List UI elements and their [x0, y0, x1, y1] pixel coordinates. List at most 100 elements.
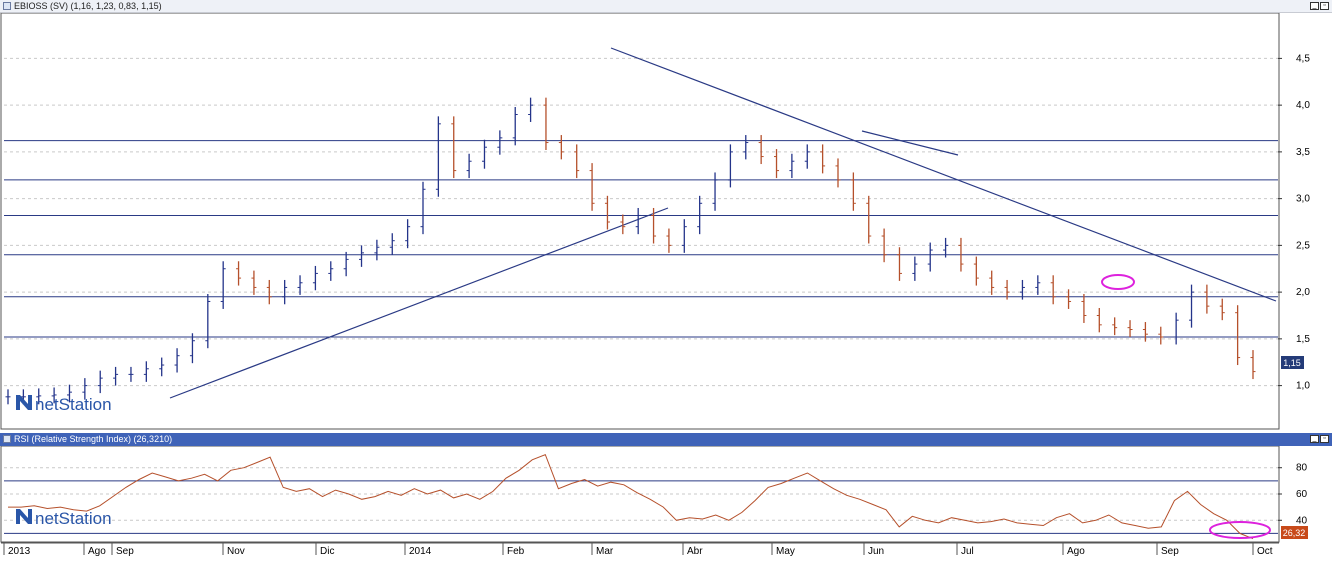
netstation-logo-icon — [16, 509, 32, 524]
price-bar — [589, 163, 595, 211]
netstation-logo: netStation — [16, 395, 112, 414]
price-bar — [912, 256, 918, 281]
window-menu-icon[interactable] — [3, 435, 11, 443]
date-axis-label: Ago — [88, 546, 106, 557]
price-bar — [727, 144, 733, 188]
price-tick-label: 3,5 — [1296, 147, 1310, 158]
price-bar — [620, 214, 626, 235]
price-bar — [1081, 293, 1087, 323]
price-bar — [374, 239, 380, 261]
price-bar — [881, 228, 887, 263]
date-axis-label: Dic — [320, 546, 334, 557]
price-bar — [789, 153, 795, 179]
price-bar — [774, 149, 780, 179]
price-bar — [143, 361, 149, 382]
price-chart-title: EBIOSS (SV) (1,16, 1,23, 0,83, 1,15) — [14, 1, 162, 11]
price-bar — [758, 135, 764, 165]
netstation-logo-icon — [16, 395, 32, 410]
price-bar — [1250, 350, 1256, 380]
date-axis-label: Mar — [596, 546, 614, 557]
date-axis-label: Ago — [1067, 546, 1085, 557]
price-bar — [1050, 275, 1056, 305]
oversold-marker-ellipse — [1209, 521, 1271, 539]
price-bar — [297, 275, 303, 295]
price-bar — [51, 387, 57, 404]
price-pane: EBIOSS (SV) (1,16, 1,23, 0,83, 1,15) _ ▫… — [0, 0, 1332, 431]
price-bar — [973, 256, 979, 286]
price-bar — [943, 237, 949, 258]
price-tick-label: 2,5 — [1296, 240, 1310, 251]
price-bar — [97, 370, 103, 394]
price-bar — [159, 357, 165, 377]
price-bar — [236, 261, 242, 286]
price-bar — [866, 195, 872, 244]
price-bar — [712, 172, 718, 211]
svg-text:1,15: 1,15 — [1283, 358, 1301, 368]
date-axis-label: 2013 — [8, 546, 31, 557]
price-pane-title-bar: EBIOSS (SV) (1,16, 1,23, 0,83, 1,15) _ ▫ — [0, 0, 1332, 13]
price-bar — [958, 237, 964, 272]
price-bar — [451, 116, 457, 179]
price-bar — [512, 107, 518, 146]
price-bar — [5, 389, 11, 405]
price-bar — [574, 144, 580, 179]
price-bar — [1189, 284, 1195, 328]
rsi-last-value-badge: 26,32 — [1281, 526, 1308, 539]
rsi-chart[interactable]: 40 60 80 26,32 netStation 2013 Ago Sep Nov Dic… — [0, 446, 1332, 561]
date-axis-label: Sep — [116, 546, 134, 557]
window-menu-icon[interactable] — [3, 2, 11, 10]
minimize-icon[interactable]: _ — [1310, 435, 1319, 443]
price-bar — [435, 116, 441, 197]
date-axis-label: May — [776, 546, 795, 557]
price-bar — [113, 366, 119, 386]
price-tick-label: 2,0 — [1296, 287, 1310, 298]
uptrend-line — [169, 207, 669, 399]
price-bar — [405, 219, 411, 249]
downtrend-line — [610, 47, 1277, 302]
price-bar — [850, 172, 856, 211]
price-bar — [1219, 298, 1225, 321]
rsi-pane: RSI (Relative Strength Index) (26,3210) … — [0, 433, 1332, 561]
price-bar — [128, 366, 134, 382]
price-bar — [497, 130, 503, 155]
maximize-icon[interactable]: ▫ — [1320, 435, 1329, 443]
price-bar — [1096, 308, 1102, 333]
maximize-icon[interactable]: ▫ — [1320, 2, 1329, 10]
price-bar — [1173, 312, 1179, 345]
price-bar — [1127, 320, 1133, 337]
minimize-icon[interactable]: _ — [1310, 2, 1319, 10]
price-bar — [82, 378, 88, 400]
price-bar — [481, 139, 487, 169]
price-bar — [389, 233, 395, 255]
price-bar — [266, 279, 272, 305]
price-bar — [989, 270, 995, 295]
price-chart[interactable]: 1,0 1,5 2,0 2,5 3,0 3,5 4,0 4,5 1,15 netStation — [0, 13, 1332, 431]
svg-text:26,32: 26,32 — [1283, 528, 1306, 538]
price-bar — [1204, 284, 1210, 314]
svg-text:netStation: netStation — [35, 395, 112, 414]
price-tick-label: 1,0 — [1296, 381, 1310, 392]
price-bar — [697, 195, 703, 235]
price-bar — [220, 261, 226, 309]
rsi-chart-title: RSI (Relative Strength Index) (26,3210) — [14, 434, 173, 444]
date-axis-label: 2014 — [409, 546, 432, 557]
price-bar — [174, 348, 180, 373]
price-bar — [328, 261, 334, 281]
price-bar — [36, 388, 42, 405]
price-tick-label: 1,5 — [1296, 334, 1310, 345]
rsi-tick-label: 40 — [1296, 515, 1308, 526]
price-bar — [666, 228, 672, 253]
date-axis-label: Jun — [868, 546, 884, 557]
svg-text:netStation: netStation — [35, 509, 112, 528]
price-bar — [681, 219, 687, 253]
price-bar — [1004, 279, 1010, 300]
price-bar — [1035, 275, 1041, 295]
price-bar — [835, 158, 841, 188]
rsi-pane-title-bar: RSI (Relative Strength Index) (26,3210) … — [0, 433, 1332, 446]
date-axis: 2013 Ago Sep Nov Dic 2014 Feb Mar Abr May Jun Jul Ag… — [1, 542, 1279, 557]
price-bar — [282, 279, 288, 305]
price-bar — [558, 135, 564, 160]
price-tick-label: 3,0 — [1296, 194, 1310, 205]
price-bar — [804, 144, 810, 169]
price-bar — [543, 97, 549, 151]
